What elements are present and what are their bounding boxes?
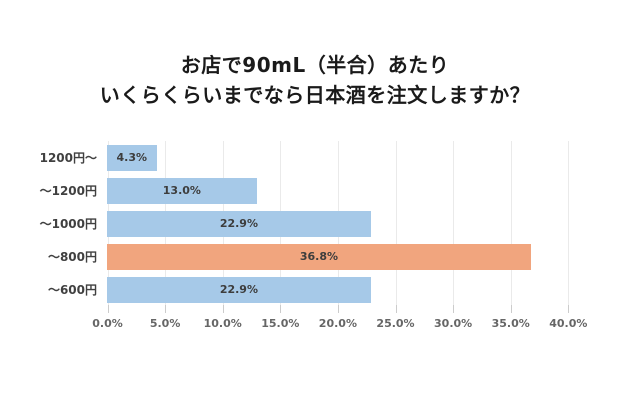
chart-title: お店で90mL（半合）あたり いくらくらいまでなら日本酒を注文しますか？ (0, 50, 630, 110)
bar: 13.0% (107, 177, 257, 204)
bar-value-label: 13.0% (162, 184, 201, 197)
category-label: 〜1200円 (39, 184, 97, 198)
x-tick-label: 15.0% (261, 317, 300, 330)
bar-row: 〜600円 22.9% (0, 273, 630, 306)
bar-chart: 0.0% 5.0% 10.0% 15.0% 20.0% 25.0% 30.0% 35.0% 40… (0, 141, 630, 351)
x-axis-tick (510, 305, 512, 313)
x-tick-label: 25.0% (376, 317, 415, 330)
x-axis-tick (337, 305, 339, 313)
x-axis-tick (280, 305, 282, 313)
category-label: 〜800円 (47, 250, 97, 264)
bar: 22.9% (107, 276, 371, 303)
bar-value-label: 36.8% (299, 250, 339, 263)
bar: 22.9% (107, 210, 371, 237)
chart-title-line2: いくらくらいまでなら日本酒を注文しますか？ (99, 83, 531, 107)
bar: 4.3% (107, 144, 157, 171)
x-axis-tick (165, 305, 167, 313)
gridline (510, 141, 512, 305)
x-tick-label: 35.0% (491, 317, 530, 330)
x-axis-tick (107, 305, 109, 313)
bar-row: 〜1200円 13.0% (0, 174, 630, 207)
x-tick-label: 0.0% (92, 317, 123, 330)
x-axis-tick (568, 305, 570, 313)
x-axis-tick (222, 305, 224, 313)
x-tick-label: 30.0% (434, 317, 473, 330)
bar-highlighted: 36.8% (107, 243, 531, 270)
bar-row: 〜1000円 22.9% (0, 207, 630, 240)
bar-row: 〜800円 36.8% (0, 240, 630, 273)
bar-row: 1200円〜 4.3% (0, 141, 630, 174)
x-tick-label: 10.0% (203, 317, 242, 330)
category-label: 〜600円 (47, 283, 97, 297)
chart-title-line1: お店で90mL（半合）あたり (180, 53, 450, 77)
x-tick-label: 20.0% (318, 317, 357, 330)
category-label: 〜1000円 (39, 217, 97, 231)
gridline (395, 141, 397, 305)
x-tick-label: 40.0% (549, 317, 588, 330)
bar-value-label: 22.9% (219, 217, 258, 230)
x-tick-label: 5.0% (149, 317, 181, 330)
gridline (568, 141, 570, 305)
x-axis-tick (453, 305, 455, 313)
gridline (453, 141, 455, 305)
category-label: 1200円〜 (39, 151, 97, 165)
x-axis-tick (395, 305, 397, 313)
bar-value-label: 22.9% (219, 283, 258, 296)
bar-value-label: 4.3% (116, 151, 148, 164)
